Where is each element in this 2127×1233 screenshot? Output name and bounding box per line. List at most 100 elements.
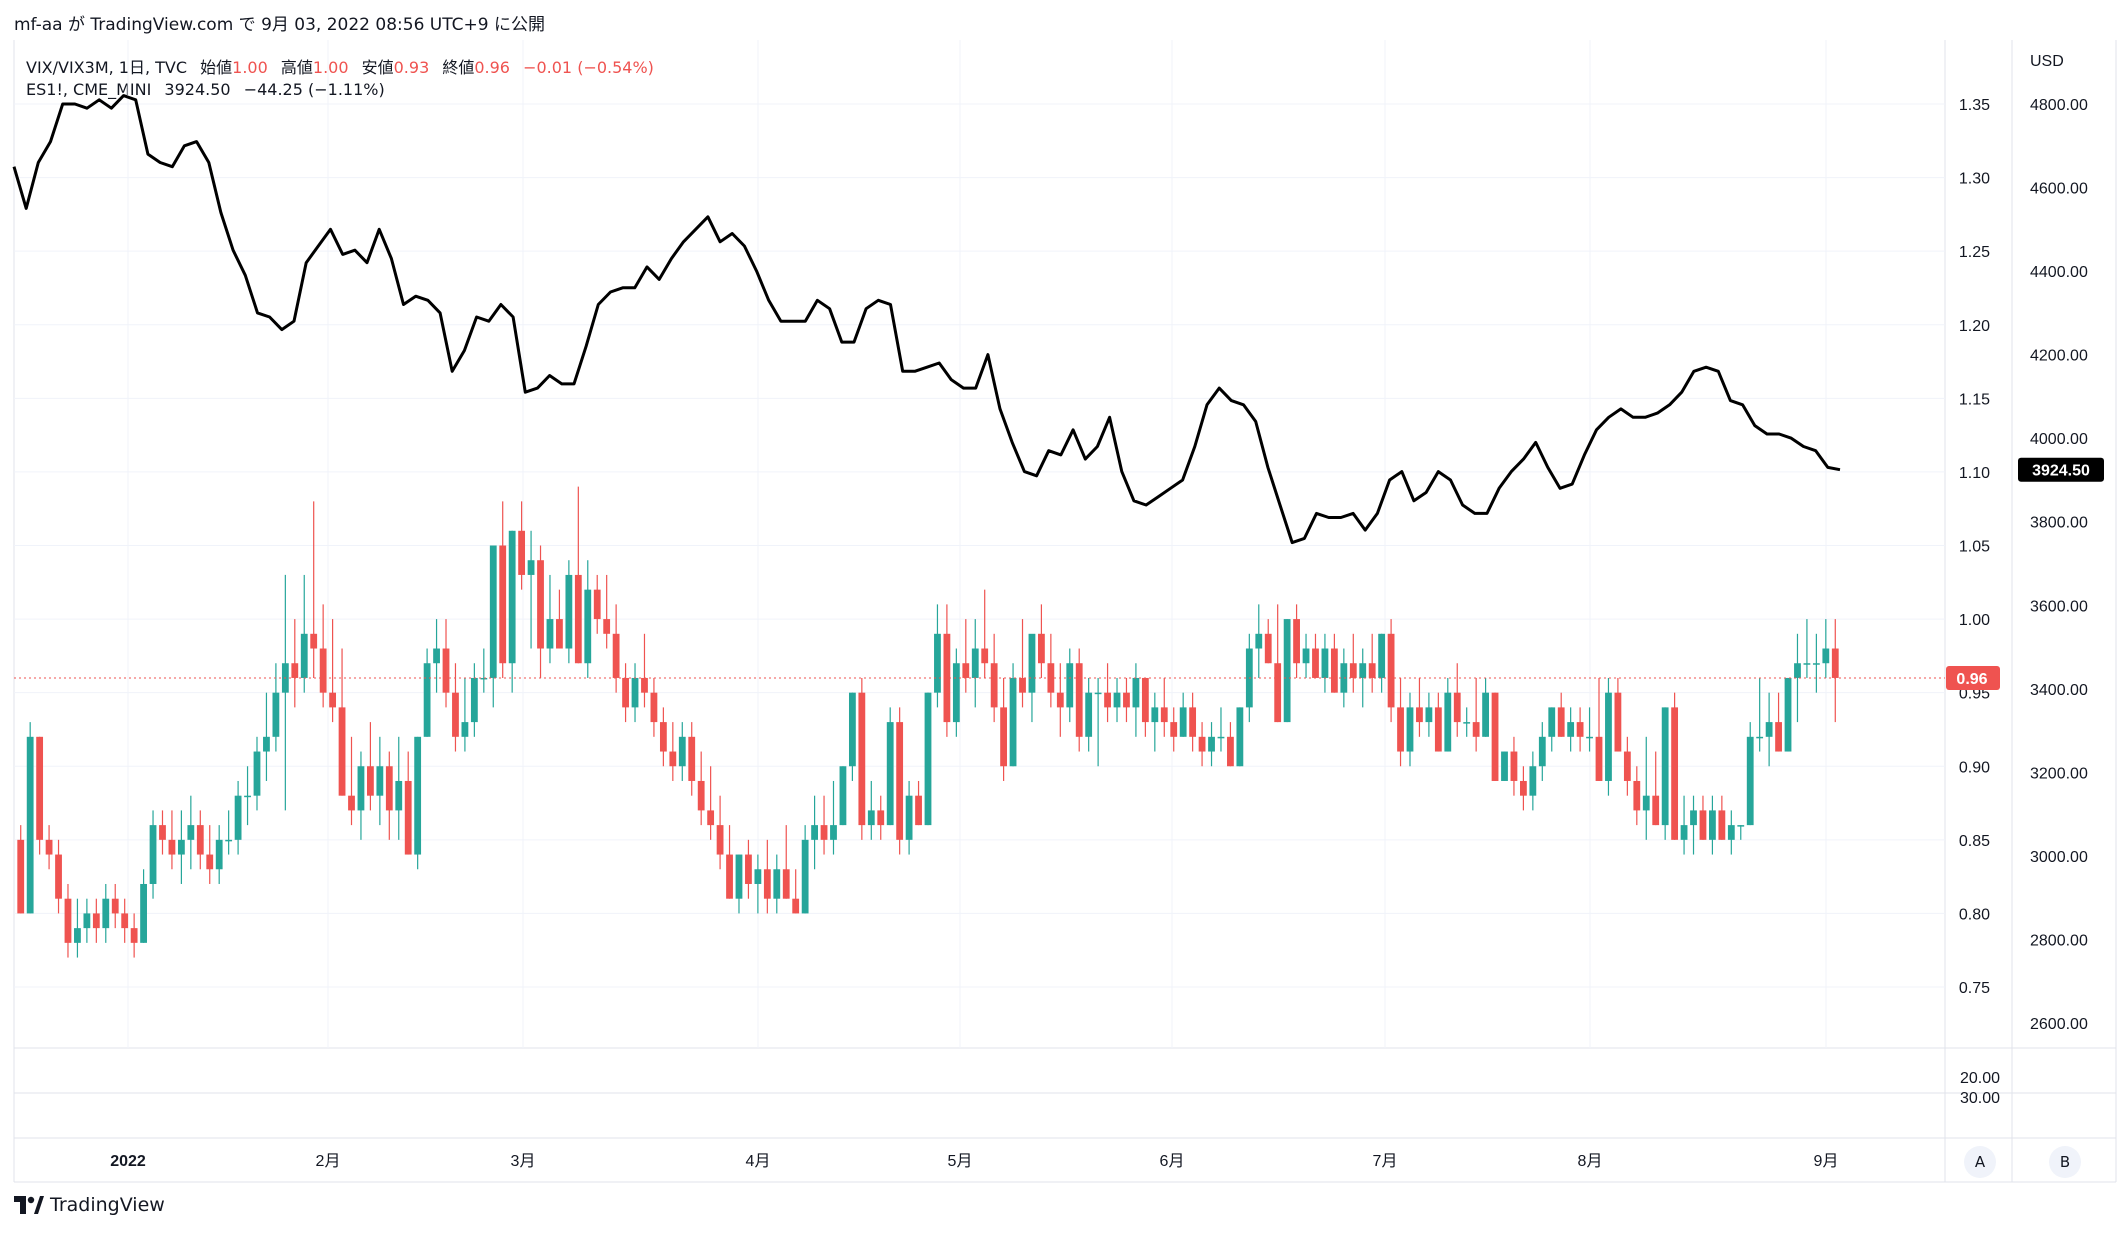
main-symbol-legend[interactable]: VIX/VIX3M, 1日, TVC 始値1.00 高値1.00 安値0.93 … (26, 54, 654, 78)
candle-body (527, 560, 535, 575)
candle-body (1642, 795, 1650, 811)
candle-body (1529, 766, 1537, 796)
compare-series (12, 94, 1841, 545)
candle-body (584, 589, 592, 664)
candle-body (1510, 751, 1518, 781)
ratio-tick-label: 1.35 (1959, 97, 1990, 114)
time-axis[interactable]: 2022 2月 3月 4月 5月 6月 7月 8月 9月 (110, 1153, 1838, 1170)
candle-body (934, 633, 941, 693)
ratio-tick-label: 1.25 (1959, 244, 1990, 261)
candle-body (858, 692, 866, 826)
candle-body (820, 825, 828, 840)
compare-value: 3924.50 (164, 80, 231, 99)
candle-body (263, 736, 270, 752)
candle-body (499, 545, 507, 664)
auto-scale-button[interactable]: A (1964, 1146, 1996, 1178)
candle-body (830, 825, 837, 840)
candle-body (1699, 810, 1707, 840)
candle-body (1056, 692, 1064, 708)
candle-body (1075, 663, 1083, 737)
candle-body (1775, 722, 1782, 752)
ratio-tick-label: 1.30 (1959, 171, 1990, 188)
candle-body (385, 766, 393, 811)
candle-body (1151, 707, 1159, 723)
candle-body (546, 619, 554, 649)
candle-body (206, 854, 214, 870)
candle-body (773, 869, 781, 899)
tradingview-footer[interactable]: TradingView (14, 1194, 165, 1216)
candle-body (1453, 692, 1461, 723)
candle-body (1094, 692, 1102, 695)
candle-body (480, 677, 488, 680)
ratio-tick-label: 1.15 (1959, 391, 1990, 408)
candle-body (1160, 707, 1168, 723)
candle-body (1633, 780, 1641, 811)
candle-body (1085, 692, 1093, 737)
ratio-tick-label: 0.75 (1959, 980, 1990, 997)
candle-body (1217, 736, 1225, 739)
candle-body (1368, 663, 1376, 678)
candle-body (1822, 648, 1830, 664)
candle-body (215, 839, 223, 870)
usd-tick-label: 4200.00 (2030, 348, 2088, 365)
candle-body (319, 648, 327, 693)
candle-body (593, 589, 601, 620)
candle-body (83, 913, 91, 929)
candle-body (1709, 810, 1716, 840)
compare-symbol-legend[interactable]: ES1!, CME_MINI 3924.50 −44.25 (−1.11%) (26, 80, 385, 99)
candle-body (896, 722, 904, 840)
candle-body (707, 810, 715, 826)
candle-body (102, 898, 110, 929)
candle-body (149, 825, 157, 884)
candle-body (470, 677, 478, 723)
candle-body (338, 707, 346, 796)
candle-body (1501, 751, 1508, 781)
candle-body (1831, 648, 1839, 678)
candle-body (253, 751, 261, 796)
candle-body (801, 839, 809, 914)
candle-body (1123, 692, 1130, 708)
compare-change: −44.25 (−1.11%) (243, 80, 385, 99)
candle-body (1170, 722, 1178, 737)
candle-body (867, 810, 875, 826)
right-axis-ratio[interactable]: 1.351.301.251.201.151.101.051.000.950.90… (1959, 97, 1990, 997)
candle-body (697, 780, 705, 811)
chart-publish-header: mf-aa が TradingView.com で 9月 03, 2022 08… (14, 15, 545, 35)
candle-body (1236, 707, 1244, 767)
candle-body (848, 692, 856, 767)
candle-body (1179, 707, 1187, 737)
candle-body (244, 795, 251, 798)
candle-body (1803, 663, 1811, 665)
candle-body (612, 633, 620, 678)
time-tick-label: 4月 (746, 1153, 771, 1170)
candle-body (1746, 736, 1754, 826)
candle-body (121, 913, 129, 929)
candle-body (1066, 663, 1074, 708)
candle-body (981, 648, 989, 664)
candle-body (990, 663, 998, 708)
candle-body (196, 825, 204, 855)
time-tick-label: 3月 (511, 1153, 536, 1170)
candle-body (1312, 648, 1319, 678)
candle-body (641, 677, 648, 693)
candle-body (1406, 707, 1414, 752)
candle-body (1132, 677, 1140, 708)
candle-body (1491, 692, 1499, 781)
candle-body (1434, 707, 1442, 752)
candle-body (688, 736, 696, 781)
time-tick-label: 6月 (1160, 1153, 1185, 1170)
candle-body (1283, 619, 1291, 723)
candle-body (1340, 663, 1348, 693)
candle-body (1756, 736, 1764, 739)
candle-body (886, 722, 894, 826)
lower-tick-label: 30.00 (1960, 1090, 2000, 1107)
ratio-tick-label: 0.80 (1959, 906, 1990, 923)
time-tick-label: 9月 (1814, 1153, 1839, 1170)
scale-mode-button[interactable]: B (2049, 1146, 2081, 1178)
right-axis-usd[interactable]: 4800.00 4600.00 4400.00 4200.00 4000.00 3800.… (2030, 97, 2088, 1033)
candle-body (839, 766, 847, 826)
candle-body (1274, 663, 1282, 723)
candle-body (1425, 707, 1433, 723)
compare-symbol-name: ES1!, CME_MINI (26, 80, 152, 99)
